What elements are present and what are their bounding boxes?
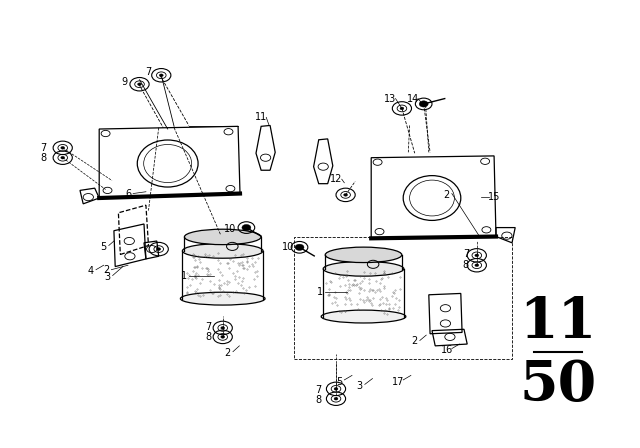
Circle shape [475,254,479,257]
Text: 7: 7 [40,143,47,153]
Ellipse shape [325,247,402,263]
Text: 2: 2 [444,190,450,200]
Circle shape [334,397,338,400]
Text: 16: 16 [440,345,453,355]
Bar [294,237,512,359]
Text: 3: 3 [356,381,363,391]
Ellipse shape [184,229,261,245]
Circle shape [221,327,225,329]
Text: 4: 4 [88,266,94,276]
Text: 7: 7 [205,322,212,332]
Circle shape [61,156,65,159]
Text: 10: 10 [282,242,294,252]
Ellipse shape [182,244,263,258]
Text: 8: 8 [205,332,212,342]
Text: 7: 7 [316,385,322,395]
Text: 5: 5 [336,377,342,387]
Ellipse shape [180,292,265,305]
Text: 17: 17 [392,377,404,387]
Text: 9: 9 [122,77,128,86]
Circle shape [344,194,348,196]
Text: 15: 15 [488,192,500,202]
Text: 5: 5 [100,242,107,252]
Text: 3: 3 [104,272,111,282]
Ellipse shape [323,262,404,276]
Text: 2: 2 [103,265,109,275]
Circle shape [295,244,304,250]
Text: 12: 12 [330,174,343,184]
Circle shape [242,224,251,231]
Ellipse shape [321,310,406,323]
Text: 6: 6 [125,189,131,198]
Text: 13: 13 [384,95,397,104]
Text: 50: 50 [520,358,596,413]
Text: 8: 8 [40,153,47,163]
Text: 1: 1 [181,271,188,280]
Text: 8: 8 [463,260,469,270]
Text: 14: 14 [406,95,419,104]
Circle shape [61,146,65,149]
Text: 2: 2 [225,348,231,358]
Text: 1: 1 [317,287,323,297]
Circle shape [475,264,479,267]
Text: 7: 7 [463,250,469,259]
Circle shape [221,336,225,338]
Text: 8: 8 [316,395,322,405]
Text: 7: 7 [145,67,152,77]
Circle shape [419,101,428,107]
Text: 11: 11 [520,295,596,350]
Text: 2: 2 [412,336,418,346]
Circle shape [157,248,161,250]
Circle shape [334,388,338,390]
Text: 10: 10 [224,224,237,234]
Circle shape [138,83,141,86]
Circle shape [400,107,404,110]
Circle shape [159,74,163,77]
Text: 11: 11 [255,112,268,122]
